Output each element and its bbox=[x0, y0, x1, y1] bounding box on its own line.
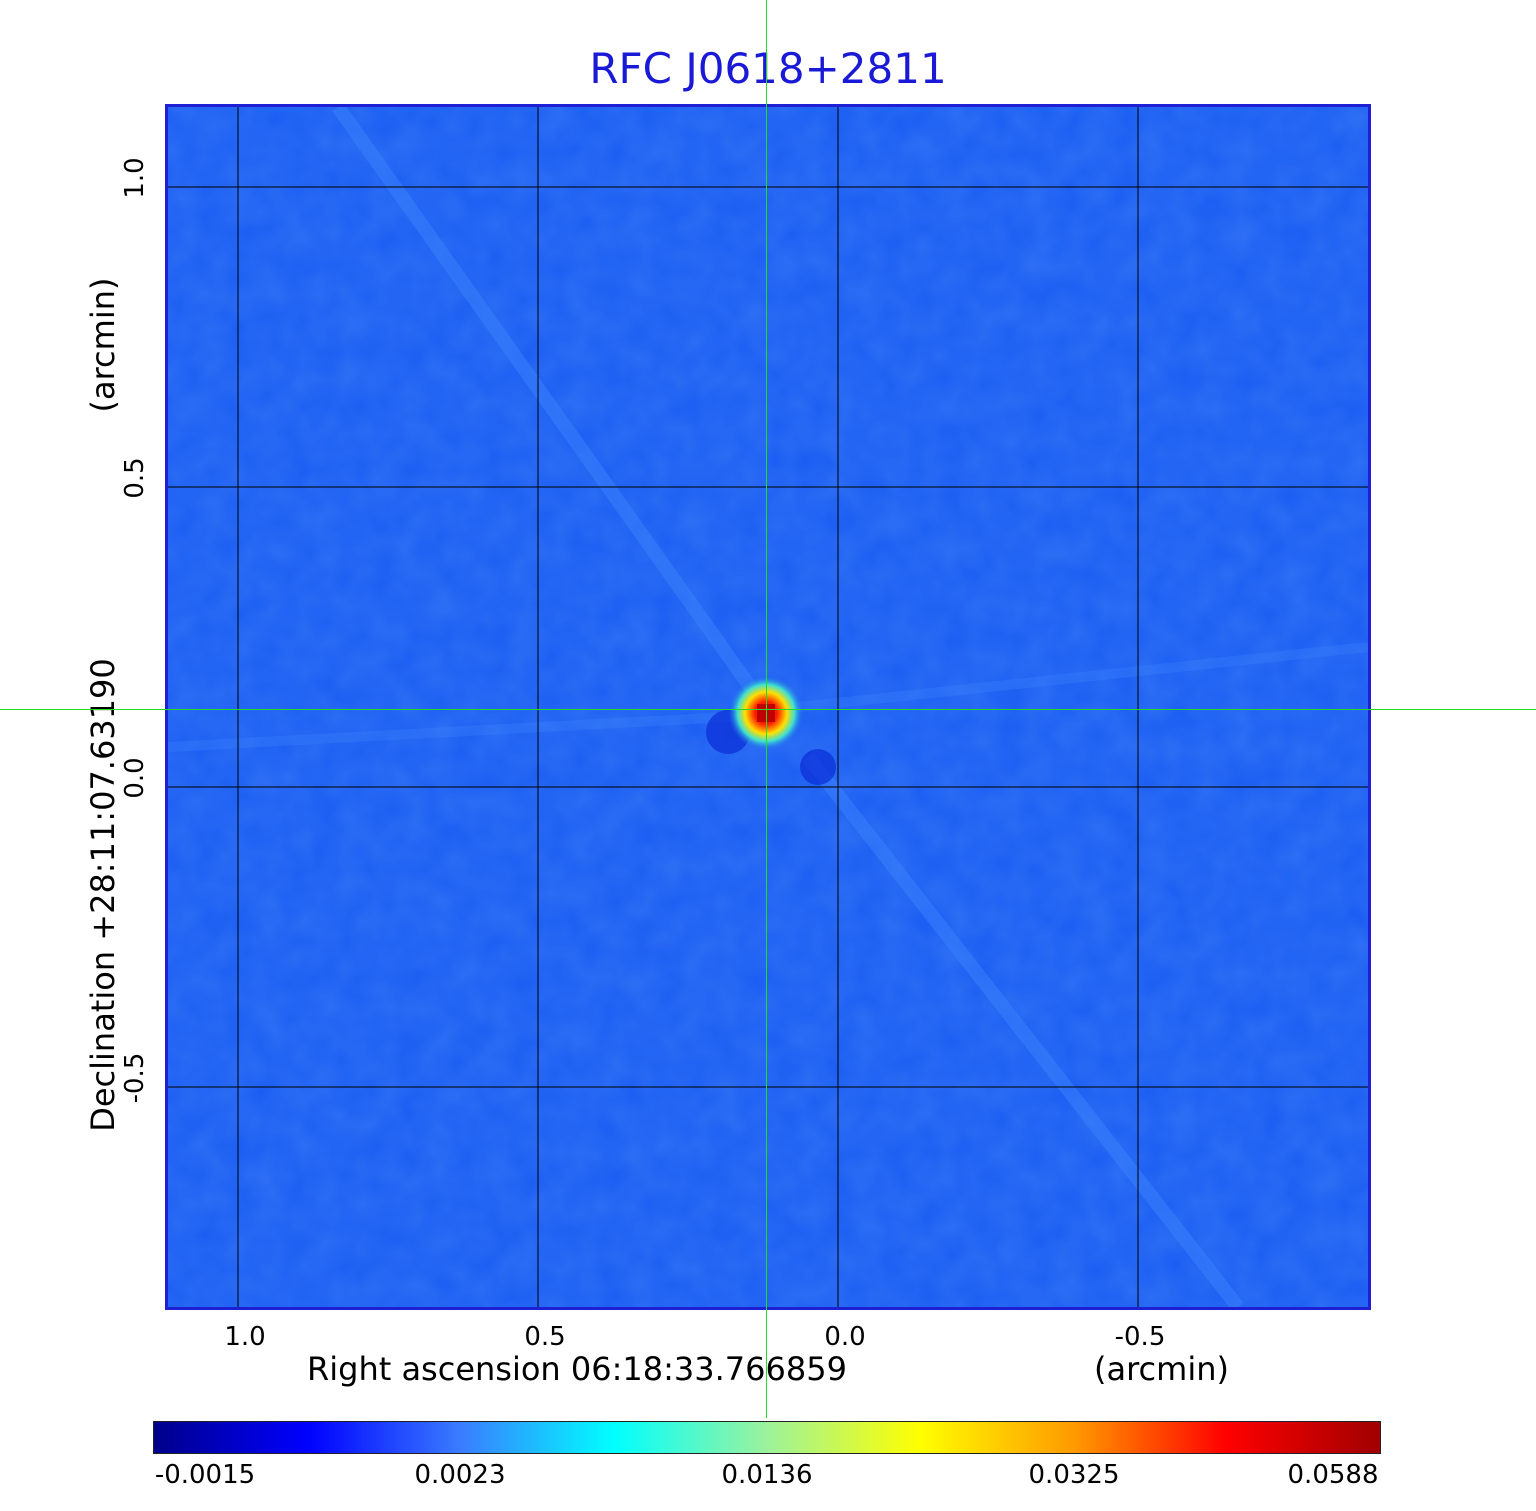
y-axis-unit: (arcmin) bbox=[84, 277, 122, 413]
x-tick-label: 0.0 bbox=[824, 1322, 866, 1352]
colorbar-tick-label: 0.0588 bbox=[1287, 1460, 1379, 1490]
sidelobe-streak-1 bbox=[332, 107, 774, 717]
colorbar-tick-label: 0.0325 bbox=[1028, 1460, 1120, 1490]
image-title: RFC J0618+2811 bbox=[589, 44, 947, 93]
colorbar-tick-label: 0.0023 bbox=[414, 1460, 506, 1490]
x-axis-unit: (arcmin) bbox=[1094, 1350, 1229, 1388]
y-tick-label: -0.5 bbox=[120, 1052, 150, 1104]
colorbar-tick-label: 0.0136 bbox=[721, 1460, 813, 1490]
sidelobe-streak-3 bbox=[168, 710, 769, 752]
y-tick-label: 0.5 bbox=[120, 457, 150, 499]
sidelobe-streak-2 bbox=[802, 752, 1244, 1307]
sidelobe-streak-4 bbox=[797, 642, 1368, 712]
coordinate-grid bbox=[168, 107, 1368, 1307]
colorbar-tick-label: -0.0015 bbox=[154, 1460, 256, 1490]
x-tick-label: -0.5 bbox=[1114, 1322, 1166, 1352]
y-tick-label: 1.0 bbox=[120, 157, 150, 199]
sky-image-frame[interactable] bbox=[165, 104, 1371, 1310]
x-axis-label: Right ascension 06:18:33.766859 bbox=[307, 1350, 847, 1388]
crosshair-horizontal bbox=[0, 709, 1536, 710]
y-tick-label: 0.0 bbox=[120, 757, 150, 799]
sky-image bbox=[168, 107, 1368, 1307]
negative-region bbox=[800, 749, 836, 785]
x-tick-label: 0.5 bbox=[524, 1322, 566, 1352]
x-tick-label: 1.0 bbox=[224, 1322, 266, 1352]
y-axis-label: Declination +28:11:07.63190 bbox=[84, 658, 122, 1132]
colorbar bbox=[153, 1421, 1381, 1454]
